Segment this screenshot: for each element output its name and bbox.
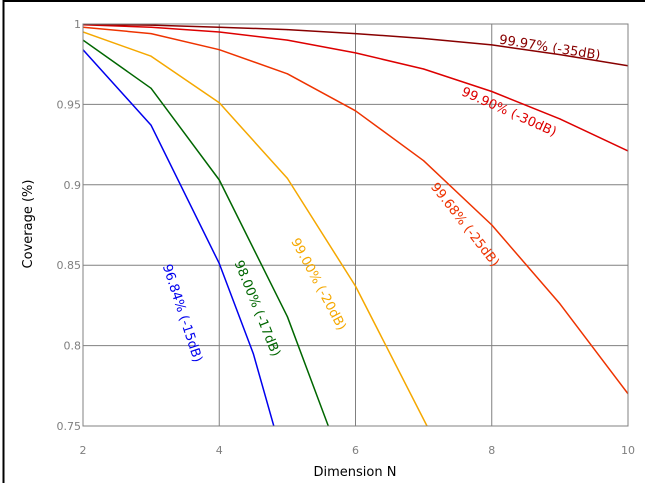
x-tick-label: 10 [621,444,635,457]
y-tick-label: 0.85 [57,259,82,272]
series-point-0 [150,124,152,126]
series-point-5 [559,53,561,56]
series-point-1 [286,316,288,318]
series-point-3 [559,303,561,305]
series-point-5 [423,37,425,40]
y-axis-title: Coverage (%) [21,180,36,269]
series-point-0 [218,262,220,265]
series-line-1 [83,39,330,426]
series-point-4 [423,68,425,70]
y-tick-label: 0.95 [57,98,82,111]
x-axis-title: Dimension N [314,465,397,480]
series-point-2 [354,285,357,287]
series-point-2 [150,55,152,57]
x-tick-label: 6 [352,444,359,457]
series-point-5 [491,44,493,46]
series-point-5 [354,33,357,35]
series-labels: 96.84% (-15dB) 98.00% (-17dB) 99.00% (-20d… [159,33,602,365]
plot-frame [82,23,629,427]
series-point-4 [354,52,357,54]
series-point-5 [286,29,288,31]
series-point-4 [150,26,152,28]
x-tick-label: 8 [488,444,495,457]
x-tick-label: 2 [80,444,87,457]
y-tick-label: 0.9 [64,179,82,192]
series-label-0: 96.84% (-15dB) [159,262,205,364]
plot-border [82,23,629,427]
tick-labels: 2 4 6 8 10 0.75 0.8 0.85 0.9 0.95 1 [57,18,636,457]
series-point-3 [354,110,357,112]
series-point-3 [423,160,425,162]
y-tick-label: 0.75 [57,420,82,433]
series-label-5: 99.97% (-35dB) [498,33,601,64]
series-label-3: 99.68% (-25dB) [427,180,502,270]
series-label-2: 99.00% (-20dB) [287,236,348,333]
series-label-1: 98.00% (-17dB) [231,258,283,358]
y-tick-label: 0.8 [64,340,82,353]
series-lines [83,23,628,426]
series-point-3 [150,33,152,35]
series-point-5 [150,24,152,26]
series-line-2 [83,31,428,426]
series-point-4 [559,118,561,120]
series-point-1 [150,87,152,89]
series-point-5 [218,26,220,28]
series-point-4 [286,39,288,41]
grid-lines [82,23,629,427]
series-point-2 [286,177,288,179]
series-point-4 [491,90,493,93]
series-point-3 [491,224,493,226]
series-point-0 [252,353,254,355]
series-point-4 [218,31,220,33]
y-tick-label: 1 [74,18,81,31]
x-tick-label: 4 [216,444,223,457]
series-point-1 [218,179,220,181]
series-point-2 [218,102,220,104]
series-point-3 [218,49,220,51]
series-point-3 [286,73,288,75]
series-line-0 [83,49,275,426]
